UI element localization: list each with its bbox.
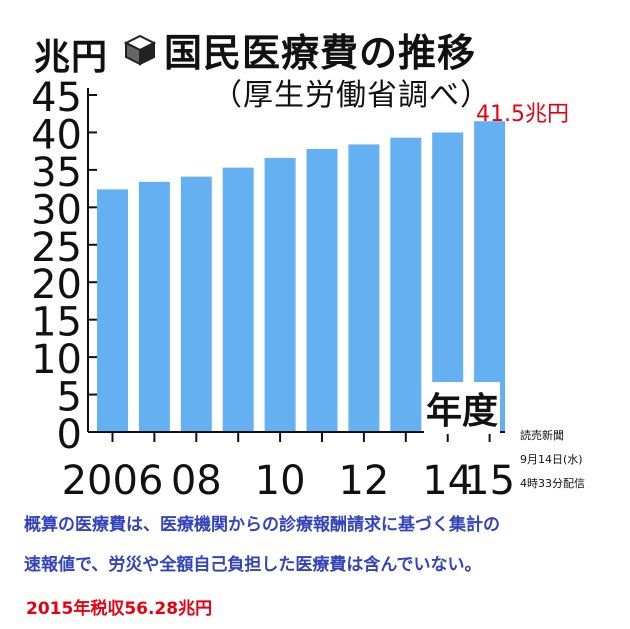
y-tick-label: 35	[31, 150, 82, 196]
bar-2010	[264, 157, 296, 432]
note-tax-revenue: 2015年税収56.28兆円	[26, 599, 213, 619]
y-tick-label: 45	[31, 75, 82, 121]
x-tick-label: 08	[171, 458, 222, 500]
y-tick-label: 20	[31, 262, 82, 308]
x-axis-unit-label: 年度	[424, 382, 501, 434]
x-tick-label: 2006	[62, 458, 164, 500]
cube-icon	[124, 34, 156, 66]
y-tick-label: 40	[31, 112, 82, 158]
y-tick-label: 10	[31, 337, 82, 383]
bar-2013	[390, 137, 422, 433]
bar-2015	[474, 121, 506, 432]
y-tick-label: 15	[31, 300, 82, 346]
value-annotation: 41.5兆円	[476, 102, 569, 127]
y-tick-label: 5	[57, 375, 82, 421]
y-tick-label: 0	[57, 412, 82, 458]
source-name: 読売新聞	[520, 429, 564, 442]
bar-2012	[348, 144, 380, 432]
title-row: 国民医療費の推移	[124, 22, 476, 77]
bar-2008	[180, 176, 212, 432]
x-tick-label: 14	[422, 458, 473, 500]
bar-2007	[138, 181, 170, 432]
y-axis-unit-label: 兆円	[34, 37, 109, 78]
bar-2009	[222, 167, 254, 433]
x-tick-label: 15	[464, 458, 515, 500]
y-tick-label: 30	[31, 187, 82, 233]
note-line-1: 概算の医療費は、医療機関からの診療報酬請求に基づく集計の	[24, 515, 500, 535]
bar-2011	[306, 148, 338, 433]
chart-subtitle: （厚生労働省調べ）	[212, 78, 491, 113]
chart-title: 国民医療費の推移	[164, 31, 477, 75]
note-line-2: 速報値で、労災や全額自己負担した医療費は含んでいない。	[24, 555, 482, 575]
source-date: 9月14日(水)	[520, 453, 583, 466]
bar-2006	[97, 189, 128, 432]
x-tick-label: 12	[338, 458, 389, 500]
y-tick-label: 25	[31, 225, 82, 271]
x-tick-label: 10	[255, 458, 306, 500]
source-time: 4時33分配信	[520, 477, 585, 490]
